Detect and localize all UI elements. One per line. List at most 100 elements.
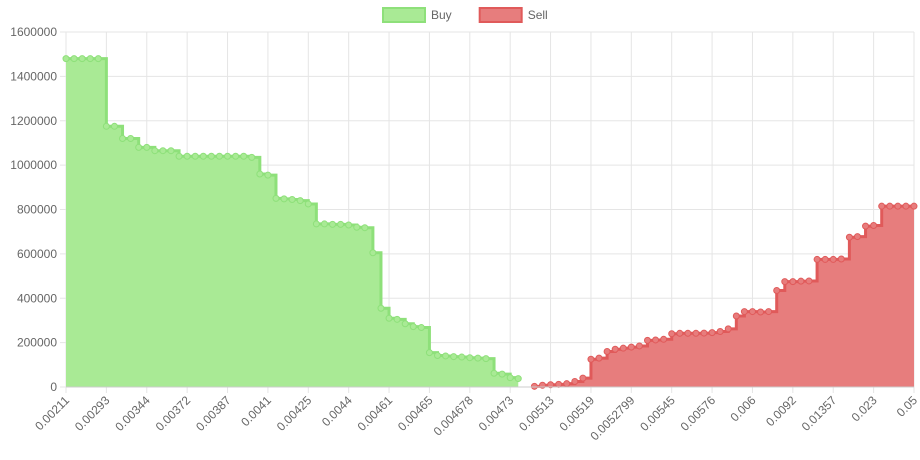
- point: [369, 249, 377, 257]
- point: [240, 152, 248, 160]
- point: [466, 354, 474, 362]
- point: [199, 152, 207, 160]
- x-tick-label: 0.0041: [238, 393, 274, 429]
- point: [829, 255, 837, 263]
- point: [530, 382, 538, 390]
- point: [547, 381, 555, 389]
- point: [482, 355, 490, 363]
- point: [102, 122, 110, 130]
- x-tick-label: 0.006: [727, 393, 758, 424]
- point: [797, 277, 805, 285]
- point: [385, 314, 393, 322]
- point: [498, 370, 506, 378]
- point: [862, 222, 870, 230]
- point: [86, 55, 94, 63]
- point: [870, 221, 878, 229]
- point: [167, 147, 175, 155]
- point: [595, 354, 603, 362]
- point: [474, 354, 482, 362]
- point: [232, 152, 240, 160]
- y-tick-label: 1200000: [10, 114, 57, 128]
- point: [175, 152, 183, 160]
- point: [716, 328, 724, 336]
- point: [910, 202, 918, 210]
- point: [684, 329, 692, 337]
- point: [143, 143, 151, 151]
- point: [361, 224, 369, 232]
- point: [450, 353, 458, 361]
- point: [757, 308, 765, 316]
- y-tick-label: 1400000: [10, 69, 57, 83]
- x-tick-label: 0.0092: [763, 393, 799, 429]
- y-tick-label: 600000: [17, 247, 57, 261]
- x-tick-label: 0.05: [894, 393, 920, 420]
- point: [288, 196, 296, 204]
- point: [127, 135, 135, 142]
- point: [353, 223, 361, 231]
- point: [320, 220, 328, 228]
- y-tick-label: 800000: [17, 203, 57, 217]
- point: [603, 348, 611, 355]
- point: [845, 233, 853, 241]
- area: [66, 58, 519, 387]
- point: [337, 220, 345, 228]
- x-tick-label: 0.00211: [32, 393, 72, 433]
- point: [773, 286, 781, 294]
- point: [490, 369, 498, 377]
- point: [248, 153, 256, 161]
- point: [676, 329, 684, 337]
- point: [813, 255, 821, 263]
- line: [66, 57, 520, 380]
- point: [748, 308, 756, 316]
- point: [329, 220, 337, 228]
- point: [272, 194, 280, 202]
- x-tick-label: 0.0044: [319, 393, 355, 429]
- x-tick-label: 0.00372: [153, 393, 194, 434]
- point: [401, 320, 409, 328]
- point: [579, 374, 587, 382]
- point: [393, 315, 401, 323]
- legend-swatch: [382, 7, 426, 23]
- point: [256, 170, 264, 178]
- point: [837, 255, 845, 263]
- point: [886, 202, 894, 210]
- point: [660, 335, 668, 343]
- x-tick-label: 0.00473: [476, 393, 517, 434]
- point: [894, 202, 902, 210]
- point: [732, 312, 740, 320]
- y-tick-label: 0: [50, 380, 57, 394]
- point: [643, 336, 651, 344]
- x-tick-label: 0.00519: [556, 393, 597, 434]
- point: [183, 152, 191, 160]
- point: [70, 55, 78, 63]
- point: [304, 200, 312, 208]
- point: [692, 329, 700, 337]
- area: [534, 206, 914, 387]
- point: [377, 304, 385, 312]
- x-tick-label: 0.023: [849, 393, 880, 424]
- point: [151, 147, 159, 155]
- point: [62, 55, 70, 63]
- x-tick-label: 0.00293: [72, 393, 113, 434]
- point: [191, 152, 199, 160]
- point: [417, 324, 425, 332]
- point: [878, 202, 886, 210]
- point: [514, 375, 522, 383]
- point: [135, 143, 143, 151]
- point: [781, 278, 789, 286]
- point: [458, 353, 466, 361]
- point: [280, 195, 288, 203]
- y-tick-label: 1600000: [10, 25, 57, 39]
- point: [555, 380, 563, 388]
- point: [619, 344, 627, 352]
- legend-label: Buy: [431, 8, 452, 22]
- point: [789, 278, 797, 286]
- point: [902, 202, 910, 210]
- legend-label: Sell: [528, 8, 548, 22]
- x-tick-label: 0.00387: [193, 393, 234, 434]
- point: [805, 277, 813, 285]
- point: [207, 152, 215, 160]
- x-tick-label: 0.01357: [799, 393, 840, 434]
- point: [765, 308, 773, 316]
- point: [611, 345, 619, 353]
